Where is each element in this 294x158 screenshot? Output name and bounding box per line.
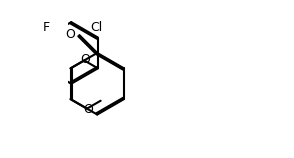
Text: O: O [83,103,93,116]
Text: O: O [66,28,75,41]
Text: F: F [43,21,50,34]
Text: Cl: Cl [90,21,103,34]
Text: O: O [80,53,90,66]
